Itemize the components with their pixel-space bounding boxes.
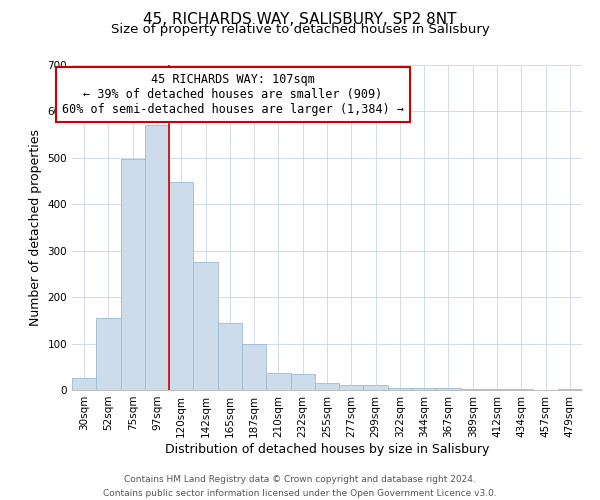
Bar [193, 262, 218, 390]
Bar [290, 374, 315, 390]
Bar [145, 126, 169, 390]
Bar [218, 322, 242, 390]
Text: 45, RICHARDS WAY, SALISBURY, SP2 8NT: 45, RICHARDS WAY, SALISBURY, SP2 8NT [143, 12, 457, 28]
Bar [509, 389, 533, 390]
Bar [266, 373, 290, 390]
Text: Contains HM Land Registry data © Crown copyright and database right 2024.
Contai: Contains HM Land Registry data © Crown c… [103, 476, 497, 498]
Bar [558, 389, 582, 390]
X-axis label: Distribution of detached houses by size in Salisbury: Distribution of detached houses by size … [165, 442, 489, 456]
Bar [72, 378, 96, 390]
Bar [436, 388, 461, 390]
Bar [121, 159, 145, 390]
Text: 45 RICHARDS WAY: 107sqm
← 39% of detached houses are smaller (909)
60% of semi-d: 45 RICHARDS WAY: 107sqm ← 39% of detache… [62, 73, 404, 116]
Bar [364, 386, 388, 390]
Bar [315, 383, 339, 390]
Bar [485, 389, 509, 390]
Bar [388, 388, 412, 390]
Y-axis label: Number of detached properties: Number of detached properties [29, 129, 42, 326]
Bar [242, 344, 266, 390]
Text: Size of property relative to detached houses in Salisbury: Size of property relative to detached ho… [110, 22, 490, 36]
Bar [339, 386, 364, 390]
Bar [461, 388, 485, 390]
Bar [169, 182, 193, 390]
Bar [96, 318, 121, 390]
Bar [412, 388, 436, 390]
